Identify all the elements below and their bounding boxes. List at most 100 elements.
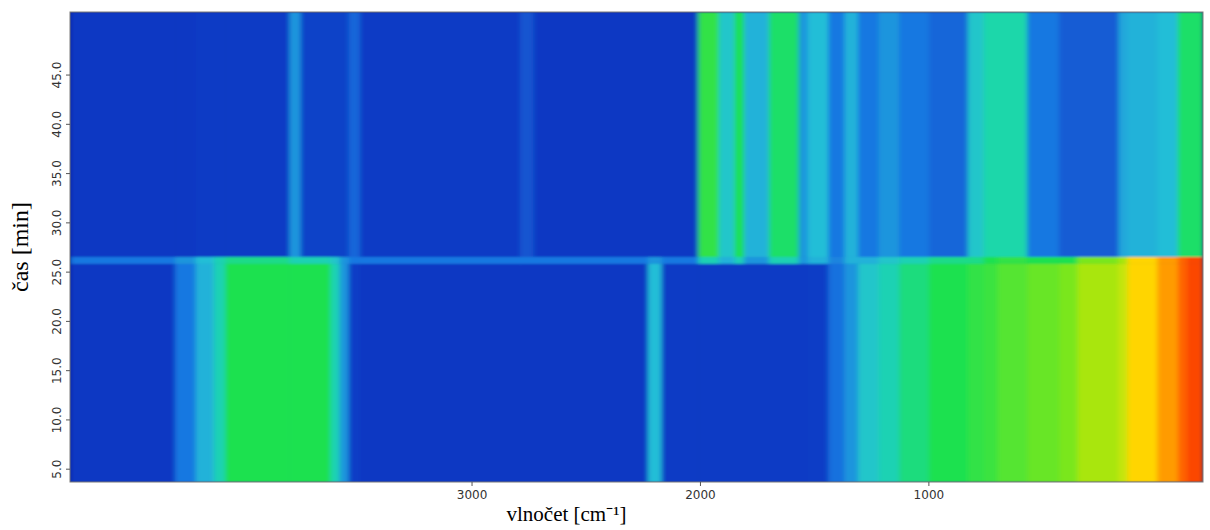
heatmap-cell: [330, 263, 340, 482]
heatmap-cell: [968, 256, 985, 263]
heatmap-cell: [1059, 256, 1078, 263]
y-tick-label: 35.0: [50, 160, 64, 187]
heatmap-cell: [858, 12, 879, 257]
heatmap-cell: [1077, 12, 1119, 257]
heatmap-cell: [929, 12, 968, 257]
heatmap-cell: [799, 256, 809, 263]
heatmap-cell: [662, 12, 699, 257]
heatmap-cell: [808, 263, 829, 482]
y-tick: [66, 370, 70, 371]
heatmap-cell: [225, 263, 290, 482]
heatmap-cell: [1178, 256, 1188, 263]
heatmap-cell: [360, 256, 520, 263]
cells: [70, 12, 1203, 482]
heatmap-cell: [968, 12, 985, 257]
heatmap-cell: [1157, 263, 1178, 482]
heatmap-cell: [858, 263, 879, 482]
heatmap-cell: [340, 12, 350, 257]
plot-background: [70, 12, 1203, 482]
heatmap-cell: [698, 256, 719, 263]
heatmap-cell: [799, 263, 809, 482]
heatmap-cell: [844, 263, 858, 482]
heatmap-cell: [769, 12, 799, 257]
heatmap-cell: [1118, 263, 1128, 482]
heatmap-cell: [330, 12, 340, 257]
y-tick: [66, 75, 70, 76]
heatmap-cell: [289, 256, 301, 263]
y-tick-label: 10.0: [50, 407, 64, 434]
heatmap-cell: [735, 256, 745, 263]
heatmap-cell: [70, 12, 176, 257]
heatmap-cell: [929, 263, 968, 482]
heatmap-cell: [1118, 12, 1128, 257]
y-tick-label: 15.0: [50, 357, 64, 384]
y-tick-label: 45.0: [50, 62, 64, 89]
heatmap-cell: [808, 256, 829, 263]
heatmap-cell: [301, 256, 331, 263]
y-tick: [66, 321, 70, 322]
heatmap-cell: [360, 12, 520, 257]
heatmap-cell: [984, 12, 998, 257]
heatmap-cell: [1027, 12, 1060, 257]
x-tick-label: 3000: [457, 488, 488, 502]
heatmap-cell: [301, 263, 331, 482]
heatmap-cell: [662, 256, 699, 263]
heatmap-cell: [1027, 263, 1060, 482]
heatmap-cell: [196, 256, 215, 263]
heatmap-cell: [1059, 12, 1078, 257]
heatmap-cell: [1178, 12, 1188, 257]
heatmap-cell: [301, 12, 331, 257]
heatmap-cell: [879, 263, 900, 482]
heatmap-cell: [929, 256, 968, 263]
heatmap-cell: [520, 256, 534, 263]
heatmap-cell: [648, 256, 662, 263]
heatmap-cell: [289, 263, 301, 482]
heatmap-cell: [1077, 263, 1119, 482]
heatmap-cell: [648, 263, 662, 482]
heatmap-cell: [1128, 263, 1158, 482]
heatmap-cell: [214, 263, 226, 482]
plot-frame: [70, 12, 1203, 482]
y-tick-label: 30.0: [50, 210, 64, 237]
heatmap-cell: [289, 12, 301, 257]
heatmap-cell: [330, 256, 340, 263]
heatmap-cell: [1187, 263, 1203, 482]
plot-area: [70, 12, 1203, 482]
heatmap-cell: [1187, 12, 1203, 257]
heatmap-cell: [534, 256, 649, 263]
heatmap-cell: [719, 256, 736, 263]
heatmap-cell: [828, 263, 845, 482]
heatmap-cell: [1157, 256, 1178, 263]
heatmap-cell: [828, 256, 845, 263]
y-tick-label: 20.0: [50, 308, 64, 335]
heatmap-cell: [984, 256, 998, 263]
heatmap-cell: [1077, 256, 1119, 263]
heatmap-cell: [349, 256, 361, 263]
heatmap-cell: [1187, 256, 1203, 263]
y-tick: [66, 222, 70, 223]
heatmap-cell: [175, 12, 196, 257]
heatmap-cell: [196, 12, 215, 257]
heatmap-cell: [520, 263, 534, 482]
heatmap-cell: [1027, 256, 1060, 263]
heatmap-cell: [225, 12, 290, 257]
heatmap-cell: [534, 263, 649, 482]
y-tick: [66, 419, 70, 420]
y-axis-title: čas [min]: [7, 202, 33, 292]
heatmap-cell: [214, 12, 226, 257]
heatmap-cell: [520, 12, 534, 257]
x-tick: [700, 482, 701, 486]
heatmap-cell: [744, 12, 770, 257]
heatmap-cell: [1118, 256, 1128, 263]
heatmap-cell: [844, 12, 858, 257]
heatmap-cell: [698, 263, 719, 482]
heatmap-cell: [1178, 263, 1188, 482]
heatmap-cell: [360, 263, 520, 482]
heatmap-cell: [719, 12, 736, 257]
heatmap-cell: [196, 263, 215, 482]
heatmap-cell: [879, 12, 900, 257]
heatmap-cell: [662, 263, 699, 482]
heatmap-cell: [828, 12, 845, 257]
heatmap-cell: [698, 12, 719, 257]
heatmap-cell: [899, 12, 929, 257]
